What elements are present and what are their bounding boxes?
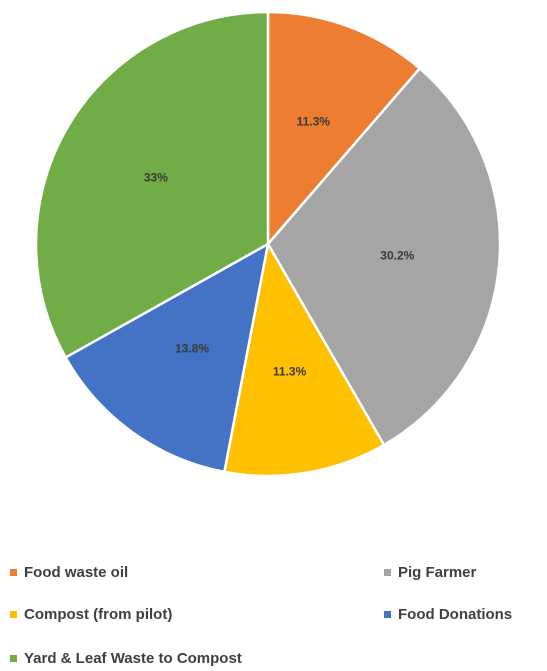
legend-swatch-yard-leaf-waste-to-compost [10,655,17,662]
legend-item-compost-from-pilot: Compost (from pilot) [10,606,172,623]
slice-value-label-yard-leaf-waste-to-compost: 33% [144,170,168,184]
legend-label-food-waste-oil: Food waste oil [24,564,128,581]
legend-label-yard-leaf-waste-to-compost: Yard & Leaf Waste to Compost [24,650,242,667]
slice-value-label-compost-from-pilot: 11.3% [273,364,307,378]
pie-slice-pig-farmer [266,67,502,447]
legend-label-compost-from-pilot: Compost (from pilot) [24,606,172,623]
pie-slice-yard-leaf-waste-to-compost [34,10,270,359]
pie-slice-food-waste-oil [266,10,421,246]
pie-slice-labels: 11.3% 30.2% 11.3% 13.8% 33% [144,114,415,378]
legend-label-pig-farmer: Pig Farmer [398,564,477,581]
legend-swatch-pig-farmer [384,569,391,576]
pie-slice-compost-from-pilot [223,242,386,478]
pie-slices [34,10,502,478]
legend-item-pig-farmer: Pig Farmer [384,564,477,581]
legend-swatch-food-waste-oil [10,569,17,576]
pie-slice-food-donations [64,242,270,474]
legend-label-food-donations: Food Donations [398,606,512,623]
legend-item-yard-leaf-waste-to-compost: Yard & Leaf Waste to Compost [10,650,242,667]
legend-swatch-food-donations [384,611,391,618]
slice-value-label-food-waste-oil: 11.3% [297,114,331,128]
legend-item-food-waste-oil: Food waste oil [10,564,128,581]
slice-value-label-food-donations: 13.8% [175,342,209,356]
legend-swatch-compost-from-pilot [10,611,17,618]
slice-value-label-pig-farmer: 30.2% [380,248,414,262]
legend-item-food-donations: Food Donations [384,606,512,623]
chart-legend: Food waste oil Pig Farmer Compost (from pi… [10,564,512,667]
